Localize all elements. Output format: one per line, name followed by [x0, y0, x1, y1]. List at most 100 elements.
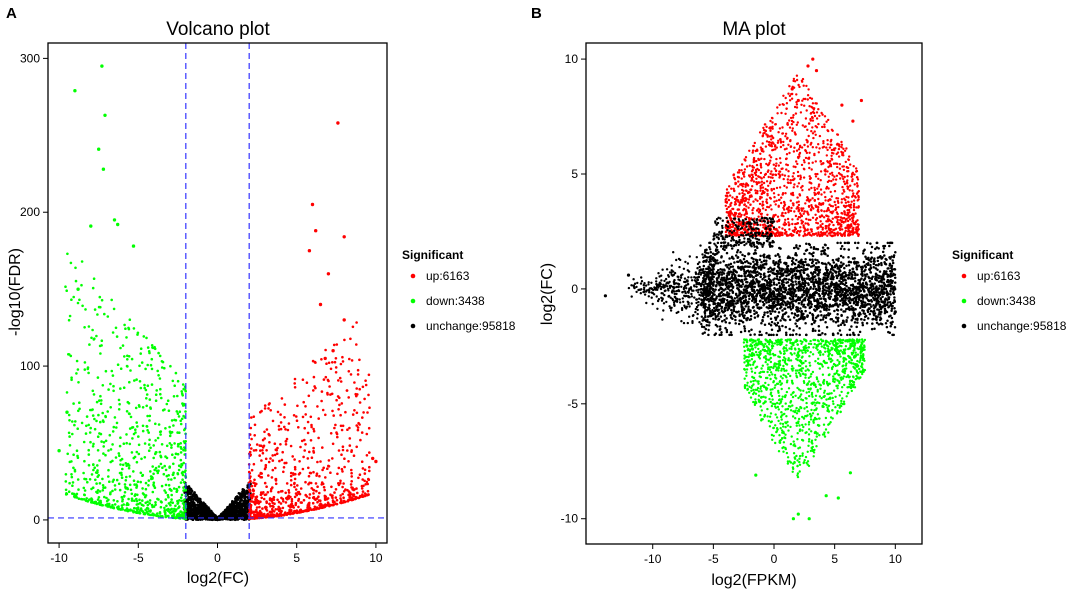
up-point [308, 496, 311, 500]
down-point [171, 453, 174, 457]
up-point [307, 466, 310, 470]
up-point [725, 201, 729, 204]
up-point [852, 165, 855, 168]
up-point [725, 191, 729, 195]
up-point [313, 505, 317, 509]
up-point [320, 399, 323, 403]
up-point [805, 217, 808, 221]
up-point [784, 157, 788, 161]
up-point [312, 389, 315, 392]
up-point [267, 403, 271, 406]
up-point [261, 449, 264, 452]
up-point [850, 200, 853, 203]
up-point [813, 107, 816, 110]
down-point [170, 443, 173, 447]
down-point [134, 428, 137, 432]
down-point [118, 488, 122, 492]
up-point [313, 360, 317, 364]
up-point [807, 134, 810, 138]
up-point [289, 483, 293, 487]
up-point [801, 189, 804, 192]
up-point [331, 409, 334, 413]
up-point [267, 474, 270, 477]
up-point [733, 215, 736, 218]
down-point [127, 326, 130, 330]
down-point [117, 452, 121, 455]
up-point [724, 194, 728, 197]
up-point [761, 191, 764, 195]
x-tick-label-a-3: 5 [293, 551, 300, 565]
up-point [265, 485, 268, 489]
up-point [281, 489, 284, 493]
up-point [728, 226, 732, 229]
up-point [779, 161, 782, 164]
up-point [786, 181, 790, 184]
down-point [181, 383, 185, 386]
up-point [312, 427, 315, 431]
down-point [98, 399, 101, 402]
down-point [70, 298, 73, 302]
up-point [364, 483, 368, 486]
up-point [324, 375, 328, 379]
up-point [253, 484, 257, 488]
up-point [836, 232, 839, 236]
up-point [339, 497, 342, 500]
up-point [733, 203, 737, 206]
down-point [87, 453, 91, 456]
up-point [271, 507, 274, 511]
up-point [796, 222, 800, 225]
up-point [781, 211, 784, 215]
up-point [774, 169, 778, 172]
down-point [111, 443, 114, 446]
up-point [290, 500, 294, 503]
up-point [784, 132, 788, 135]
up-point [765, 162, 768, 166]
up-point [284, 491, 288, 495]
up-point [799, 177, 802, 181]
up-point [724, 204, 727, 207]
up-point [851, 219, 855, 222]
up-point [761, 135, 764, 138]
up-point [767, 184, 770, 187]
up-point [729, 210, 732, 213]
up-point [324, 495, 328, 499]
up-point [338, 403, 341, 407]
down-point [83, 361, 87, 364]
up-point [811, 146, 814, 149]
up-point [293, 382, 297, 385]
up-point [351, 325, 355, 329]
up-point [281, 497, 285, 501]
up-point [802, 176, 806, 179]
up-point [777, 205, 780, 208]
up-point [759, 162, 762, 166]
unchange-point [234, 495, 238, 499]
up-point [737, 185, 740, 188]
up-point [308, 493, 312, 496]
down-point [177, 415, 181, 418]
up-point [331, 442, 335, 446]
down-point [104, 414, 107, 418]
down-point [75, 449, 79, 453]
up-point [808, 166, 811, 170]
up-point [258, 511, 261, 515]
unchange-point [196, 507, 200, 510]
up-point [819, 179, 822, 182]
up-point [265, 501, 269, 505]
down-point [112, 425, 116, 429]
down-point [127, 464, 131, 467]
up-point [760, 177, 763, 180]
up-point [302, 509, 306, 513]
up-point [735, 221, 738, 224]
up-point [276, 508, 280, 511]
up-point [355, 487, 358, 490]
down-point [83, 489, 87, 492]
down-point [84, 432, 88, 435]
up-point [740, 213, 743, 217]
down-point [825, 398, 828, 401]
down-point [68, 435, 71, 438]
up-point [811, 197, 814, 200]
down-point [177, 505, 181, 508]
up-point [782, 140, 785, 144]
up-point [792, 186, 795, 189]
up-point [819, 231, 823, 234]
